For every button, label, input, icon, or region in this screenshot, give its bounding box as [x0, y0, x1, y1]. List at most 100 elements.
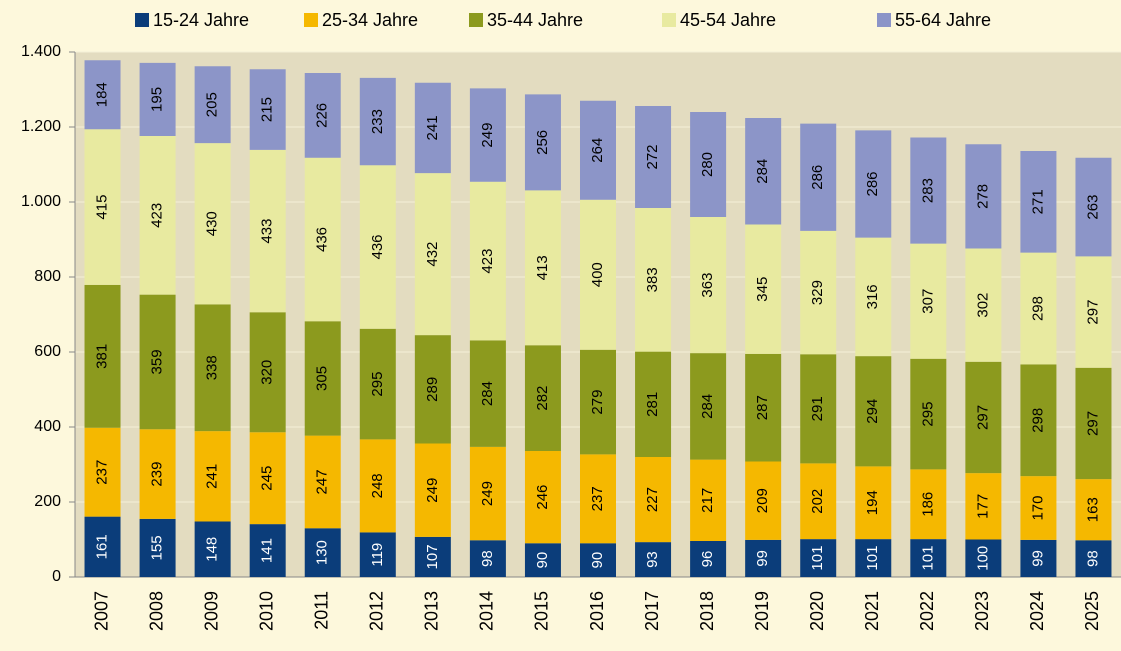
data-label: 284 [479, 381, 496, 406]
bar-segment [800, 354, 837, 464]
bar-segment [635, 208, 672, 352]
data-label: 237 [93, 460, 110, 485]
legend-swatch [304, 13, 318, 27]
bar-segment [359, 439, 396, 533]
data-label: 400 [589, 262, 606, 287]
bar-segment [1075, 256, 1112, 368]
data-label: 101 [919, 546, 936, 571]
data-label: 148 [204, 537, 221, 562]
data-label: 215 [259, 97, 276, 122]
bar-segment [855, 356, 892, 467]
bar-segment [304, 157, 341, 322]
bar-segment [139, 429, 176, 519]
bar-segment [194, 431, 231, 522]
bar-segment [414, 173, 451, 336]
x-tick-label: 2013 [422, 591, 442, 631]
x-tick-label: 2011 [311, 591, 331, 630]
data-label: 249 [479, 481, 496, 506]
data-label: 278 [974, 184, 991, 209]
data-label: 99 [1029, 550, 1046, 567]
x-tick-label: 2009 [201, 591, 221, 631]
bar-segment [304, 73, 341, 158]
legend-label: 25-34 Jahre [322, 10, 418, 30]
data-label: 209 [754, 488, 771, 513]
data-label: 287 [754, 395, 771, 420]
data-label: 177 [974, 494, 991, 519]
bar-segment [84, 284, 121, 428]
bar-segment [910, 469, 947, 540]
bar-segment [139, 136, 176, 295]
data-label: 298 [1029, 296, 1046, 321]
bar-segment [139, 294, 176, 430]
data-label: 381 [93, 344, 110, 369]
bar-segment [690, 353, 727, 460]
bar-segment [800, 463, 837, 540]
data-label: 237 [589, 486, 606, 511]
bar-segment [580, 349, 616, 455]
data-label: 329 [809, 280, 826, 305]
data-label: 101 [864, 546, 881, 571]
x-tick-label: 2007 [91, 591, 111, 631]
data-label: 415 [93, 195, 110, 220]
data-label: 241 [204, 464, 221, 489]
data-label: 302 [974, 293, 991, 318]
data-label: 284 [699, 394, 716, 419]
bar-segment [910, 243, 947, 359]
bar-segment [139, 518, 176, 577]
bar-segment [800, 123, 837, 231]
data-label: 246 [534, 485, 551, 510]
bar-segment [194, 304, 231, 432]
bar-segment [690, 459, 727, 541]
bar-segment [855, 237, 892, 357]
data-label: 194 [864, 490, 881, 515]
bar-segment [635, 542, 672, 577]
data-label: 279 [589, 390, 606, 415]
data-label: 359 [149, 349, 166, 374]
data-label: 286 [809, 165, 826, 190]
bar-segment [855, 130, 892, 238]
x-tick-label: 2021 [862, 591, 882, 631]
bar-segment [580, 543, 616, 577]
data-label: 282 [534, 386, 551, 411]
data-label: 284 [754, 159, 771, 184]
bar-segment [1075, 367, 1112, 480]
data-label: 297 [1084, 300, 1101, 325]
bar-segment [249, 69, 286, 150]
data-label: 98 [479, 550, 496, 567]
data-label: 430 [204, 211, 221, 236]
bar-segment [194, 66, 231, 144]
x-tick-label: 2025 [1082, 591, 1102, 631]
bar-segment [304, 321, 341, 436]
bar-segment [1020, 151, 1057, 253]
data-label: 264 [589, 138, 606, 163]
data-label: 294 [864, 399, 881, 424]
bar-segment [84, 516, 121, 577]
bar-segment [139, 62, 176, 136]
data-label: 413 [534, 255, 551, 280]
bar-segment [524, 94, 561, 191]
data-label: 233 [369, 109, 386, 134]
bar-segment [1075, 479, 1112, 541]
bar-segment [304, 435, 341, 529]
data-label: 320 [259, 360, 276, 385]
data-label: 170 [1029, 495, 1046, 520]
bar-segment [469, 181, 506, 341]
bar-segment [965, 248, 1002, 362]
data-label: 100 [974, 546, 991, 571]
bar-segment [469, 446, 506, 541]
data-label: 245 [259, 466, 276, 491]
data-label: 99 [754, 550, 771, 567]
data-label: 119 [369, 543, 386, 567]
data-label: 107 [424, 544, 441, 569]
bar-segment [745, 353, 782, 462]
legend-swatch [662, 13, 676, 27]
x-tick-label: 2010 [256, 591, 276, 631]
bar-segment [249, 524, 286, 577]
data-label: 98 [1084, 550, 1101, 567]
data-label: 423 [149, 203, 166, 228]
data-label: 281 [644, 392, 661, 417]
bar-segment [1020, 476, 1057, 540]
bar-segment [965, 539, 1002, 577]
bar-segment [910, 539, 947, 577]
legend-label: 35-44 Jahre [487, 10, 583, 30]
